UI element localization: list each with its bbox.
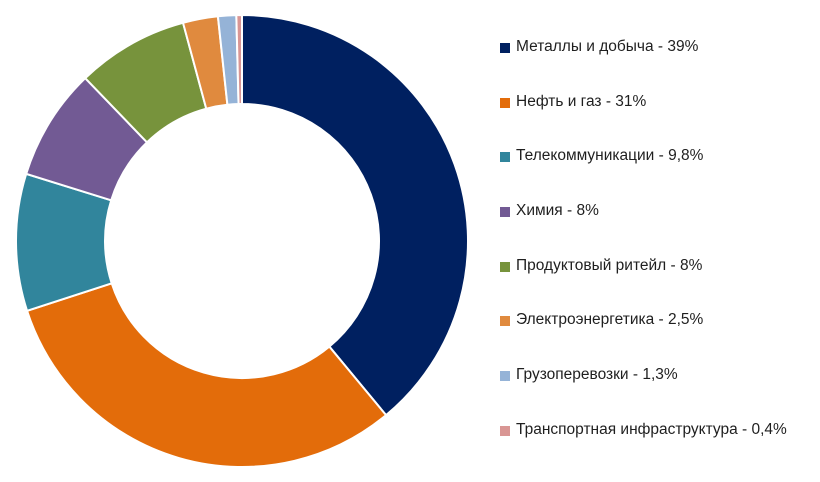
legend-item-7: Грузоперевозки - 1,3% <box>500 364 818 419</box>
legend-label: Электроэнергетика - 2,5% <box>516 311 704 329</box>
legend-item-5: Продуктовый ритейл - 8% <box>500 255 818 310</box>
legend-label: Телекоммуникации - 9,8% <box>516 147 704 165</box>
legend-item-6: Электроэнергетика - 2,5% <box>500 309 818 364</box>
donut-slice-8 <box>235 13 243 106</box>
legend-swatch <box>500 371 510 382</box>
donut-plot <box>15 13 469 468</box>
legend-item-4: Химия - 8% <box>500 200 818 255</box>
legend-label: Химия - 8% <box>516 202 599 220</box>
legend-item-1: Металлы и добыча - 39% <box>500 36 818 91</box>
legend-item-8: Транспортная инфраструктура - 0,4% <box>500 419 818 474</box>
legend-swatch <box>500 43 510 53</box>
legend-swatch <box>500 425 510 436</box>
legend-swatch <box>500 152 510 163</box>
donut-slice-2 <box>25 282 388 468</box>
chart-legend: Металлы и добыча - 39% Нефть и газ - 31% Т… <box>500 36 818 474</box>
legend-label: Продуктовый ритейл - 8% <box>516 256 703 274</box>
legend-item-2: Нефть и газ - 31% <box>500 91 818 146</box>
legend-swatch <box>500 316 510 327</box>
legend-swatch <box>500 97 510 108</box>
donut-slice-1 <box>241 13 469 417</box>
legend-label: Транспортная инфраструктура - 0,4% <box>516 420 787 438</box>
legend-item-3: Телекоммуникации - 9,8% <box>500 145 818 200</box>
legend-swatch <box>500 261 510 272</box>
legend-label: Нефть и газ - 31% <box>516 92 647 110</box>
legend-swatch <box>500 207 510 218</box>
legend-label: Металлы и добыча - 39% <box>516 38 699 55</box>
legend-label: Грузоперевозки - 1,3% <box>516 366 678 384</box>
